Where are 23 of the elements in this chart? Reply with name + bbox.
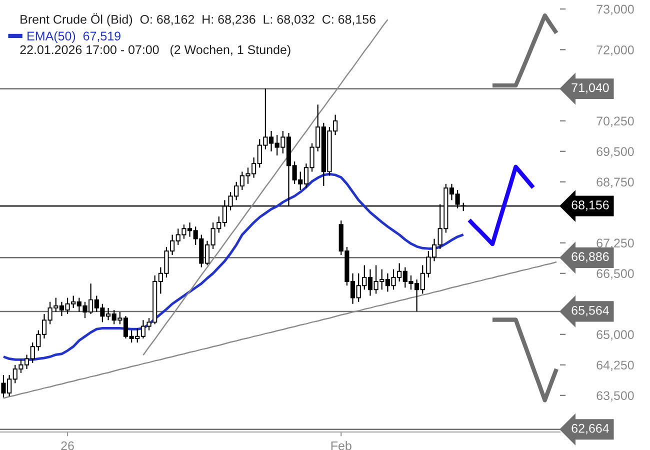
y-tick-label: 69,500 [596, 147, 634, 158]
chart-title: Brent Crude Öl (Bid) O: 68,162 H: 68,236 L: 68,032 C: 68,156 [20, 13, 376, 26]
y-tick-label: 64,250 [596, 360, 634, 372]
ref-line-label: 71,040 [572, 83, 609, 94]
y-tick-label: 72,000 [596, 45, 634, 56]
ref-line-label: 65,564 [572, 306, 609, 316]
line-series [467, 164, 536, 246]
ref-line-label: 62,664 [572, 424, 609, 434]
text: 22.01.2026 17:00 - 07:00 (2 Wochen, 1 Stunde) [20, 44, 290, 57]
y-tick-label: 67,250 [596, 238, 634, 249]
y-tick-label: 70,250 [596, 116, 634, 127]
y-tick-label: 68,750 [596, 178, 634, 188]
y-tick-label: 66,500 [596, 269, 634, 280]
line-series [490, 318, 559, 402]
ref-line-label: 68,156 [572, 200, 609, 211]
ref-line-label: 66,886 [572, 252, 609, 263]
line-series [2, 261, 558, 399]
y-tick-label: 73,000 [596, 4, 634, 16]
legend-label: EMA(50) 67,519 [28, 31, 120, 43]
x-tick-label: Feb [331, 441, 352, 450]
y-tick-label: 63,500 [596, 391, 634, 402]
x-tick-label: 26 [61, 441, 74, 450]
y-tick-label: 65,000 [596, 330, 634, 341]
